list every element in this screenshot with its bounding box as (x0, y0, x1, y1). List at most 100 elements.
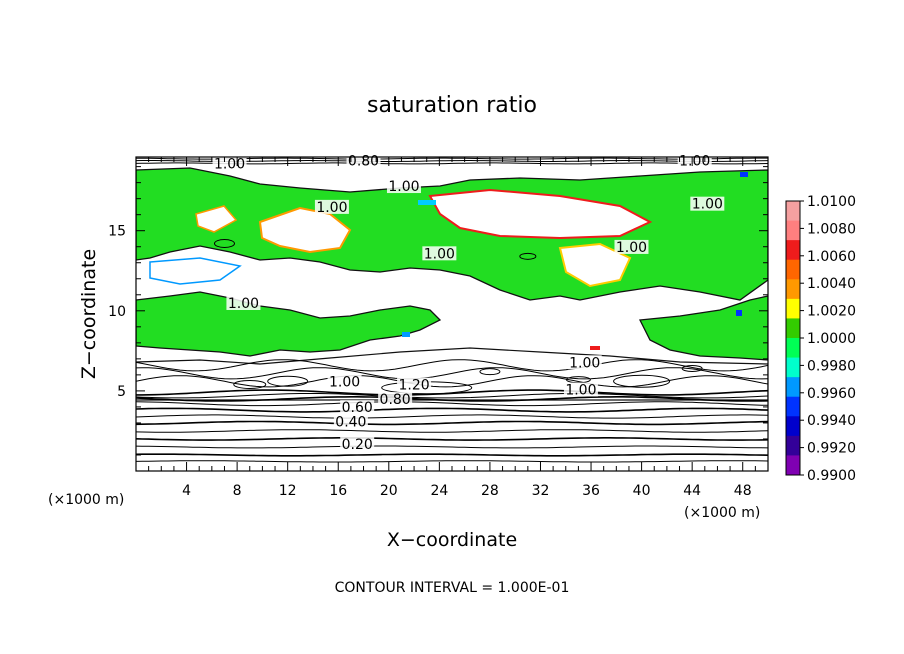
contour-label: 0.40 (335, 415, 366, 431)
colorbar-swatch (786, 298, 800, 319)
x-tick-label: 48 (734, 483, 752, 499)
contour-label: 1.00 (692, 197, 723, 213)
contour-label: 1.00 (214, 157, 245, 173)
colorbar-swatch (786, 435, 800, 456)
colorbar-swatch (786, 377, 800, 398)
contour-label: 1.00 (329, 374, 360, 390)
cloud-contour (267, 375, 309, 387)
colorbar-label: 0.9920 (807, 441, 856, 457)
colorbar-swatch (786, 416, 800, 437)
y-unit-label: (×1000 m) (48, 492, 124, 508)
cyan-speck (418, 200, 436, 205)
contour-line (136, 359, 768, 372)
colorbar-label: 0.9960 (807, 386, 856, 402)
contour-label: 0.80 (380, 392, 411, 408)
colorbar-label: 1.0080 (807, 221, 856, 237)
contour-label-bg (314, 199, 349, 214)
cloud-contour (613, 374, 671, 388)
colorbar-swatch (786, 396, 800, 417)
cloud-contour (681, 364, 703, 372)
colorbar-label: 0.9940 (807, 413, 856, 429)
contour-label: 1.20 (398, 378, 429, 394)
contour-line (136, 401, 768, 407)
saturation-field (136, 157, 768, 471)
white-patch-1 (258, 206, 352, 254)
contour-label: 1.00 (228, 296, 259, 312)
colorbar-label: 0.9980 (807, 358, 856, 374)
contour-line (136, 429, 768, 433)
blue-speck (740, 172, 748, 177)
colorbar: 1.0100 1.0080 1.0060 1.0040 1.0020 1.0000 0.99… (785, 194, 856, 484)
contour-label-bg (690, 196, 725, 211)
white-patch-3 (558, 242, 632, 288)
contour-label-bg (226, 295, 261, 310)
y-tick-label: 15 (108, 224, 126, 240)
contour-line (136, 393, 768, 399)
x-tick-label: 36 (582, 483, 600, 499)
contour-line (136, 453, 768, 457)
white-patch-4 (149, 257, 242, 285)
contour-line (136, 367, 768, 380)
contour-label: 1.00 (388, 179, 419, 195)
contour-label-bg (340, 400, 375, 415)
colorbar-label: 1.0000 (807, 331, 856, 347)
x-tick-label: 8 (233, 483, 242, 499)
colorbar-label: 1.0100 (807, 194, 856, 210)
colorbar-swatch (786, 220, 800, 241)
contour-label-bg (340, 436, 375, 451)
x-tick-label: 4 (182, 483, 191, 499)
cloud-contour (519, 252, 537, 260)
contour-label: 1.00 (569, 355, 600, 371)
white-patch-5 (195, 205, 238, 233)
y-tick-label: 10 (108, 304, 126, 320)
x-tick-label: 16 (329, 483, 347, 499)
contour-label-bg (397, 377, 432, 392)
white-patch-2 (428, 188, 653, 240)
colorbar-swatch (786, 240, 800, 261)
contour-line (136, 420, 768, 426)
contour-label-bg (422, 246, 457, 261)
colorbar-swatch (786, 201, 800, 222)
y-axis-label: Z−coordinate (78, 249, 100, 379)
cloud-contour (233, 379, 267, 389)
contour-line (136, 396, 768, 402)
cloud-contour (213, 239, 235, 249)
contour-line (136, 445, 768, 449)
contour-line (136, 437, 768, 441)
colorbar-swatch (786, 338, 800, 359)
x-tick-label: 20 (380, 483, 398, 499)
contour-label-bg (212, 156, 247, 171)
contour-line (136, 460, 768, 463)
contour-lines (136, 157, 768, 463)
contour-label-bg (333, 414, 368, 429)
contour-interval-note: CONTOUR INTERVAL = 1.000E-01 (335, 580, 570, 596)
colorbar-label: 0.9900 (807, 468, 856, 484)
contour-label: 1.00 (316, 200, 347, 216)
x-unit-label: (×1000 m) (684, 505, 760, 521)
contour-line (136, 414, 768, 419)
chart-title: saturation ratio (367, 93, 537, 118)
contour-label: 0.60 (342, 400, 373, 416)
x-axis: 4 8 12 16 20 24 28 32 36 40 44 48 (148, 157, 756, 499)
contour-label: 1.00 (565, 383, 596, 399)
contour-label-bg (614, 239, 649, 254)
contour-label: 1.00 (616, 240, 647, 256)
colorbar-swatch (786, 279, 800, 300)
lower-unsaturated-band (136, 347, 768, 401)
colorbar-label: 1.0020 (807, 304, 856, 320)
colorbar-swatch (786, 318, 800, 339)
x-tick-label: 28 (481, 483, 499, 499)
blue-speck-3 (736, 310, 742, 316)
contour-line (136, 375, 768, 388)
x-tick-label: 40 (633, 483, 651, 499)
x-tick-label: 12 (279, 483, 297, 499)
colorbar-swatch (786, 259, 800, 280)
contour-label: 0.20 (342, 437, 373, 453)
contour-line (136, 407, 768, 413)
y-axis: 5 10 15 (108, 166, 768, 456)
colorbar-swatch (786, 455, 800, 476)
contour-line (136, 389, 768, 396)
contour-label-bg (567, 355, 602, 370)
x-axis-label: X−coordinate (387, 529, 517, 551)
